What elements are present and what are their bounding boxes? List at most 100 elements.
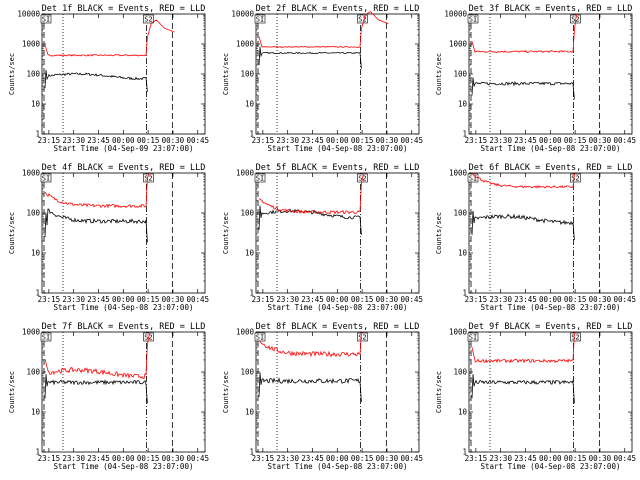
series-black-line [44,69,148,92]
x-tick-label: 23:15 [465,136,488,145]
panel-det-2: Det 2f BLACK = Events, RED = LLD 1 10 100 10… [222,4,423,153]
series-red-line [471,332,577,364]
y-tick-label: 100 [453,70,467,79]
panel-det-9: Det 9f BLACK = Events, RED = LLD 1 10 100 10… [435,322,636,471]
x-tick-label: 00:15 [351,454,374,463]
marker-box [467,332,479,342]
y-axis-label: Counts/sec [435,212,443,254]
series-red-line [44,19,175,57]
x-tick-label: 23:45 [514,136,537,145]
y-axis-label: Counts/sec [435,53,443,95]
panel-det-7: Det 7f BLACK = Events, RED = LLD 1 10 100 10… [8,322,209,471]
x-tick-label: 00:45 [613,136,636,145]
y-tick-label: 100 [26,368,40,377]
series-black-line [471,210,575,241]
y-tick-label: 1 [249,448,254,457]
y-tick-label: 10 [31,408,41,417]
x-tick-label: 00:00 [539,136,562,145]
x-tick-label: 23:45 [514,454,537,463]
y-tick-label: 1000 [236,169,255,178]
series-red-line [44,173,150,209]
panel-title: Det 3f BLACK = Events, RED = LLD [469,4,633,14]
panel-det-5: Det 5f BLACK = Events, RED = LLD 1 10 100 10… [222,163,423,312]
y-tick-label: 10000 [17,10,40,19]
y-tick-label: 10 [31,100,41,109]
y-tick-label: 100 [453,209,467,218]
x-tick-label: 00:30 [162,454,185,463]
x-tick-label: 00:30 [376,136,399,145]
y-tick-label: 100 [453,368,467,377]
x-axis-label: Start Time (04-Sep-08 23:07:00) [481,462,621,471]
series-black-line [44,374,148,404]
x-tick-label: 23:30 [276,295,299,304]
y-tick-label: 1 [35,289,40,298]
series-black-line [44,208,148,243]
x-tick-label: 23:30 [276,136,299,145]
x-tick-label: 23:15 [38,136,61,145]
panel-det-6: Det 6f BLACK = Events, RED = LLD 1 10 100 10… [435,163,636,312]
x-tick-label: 23:30 [62,295,85,304]
y-axis-label: Counts/sec [222,212,230,254]
panel-title: Det 5f BLACK = Events, RED = LLD [256,163,420,173]
series-black-line [258,205,362,235]
x-tick-label: 00:00 [112,136,135,145]
x-tick-label: 00:30 [376,454,399,463]
y-tick-label: 100 [240,70,254,79]
marker-box [467,14,479,24]
x-tick-label: 00:15 [137,295,160,304]
x-tick-label: 00:30 [376,295,399,304]
marker-label: SI [42,334,50,342]
panel-title: Det 7f BLACK = Events, RED = LLD [42,322,206,332]
marker-label: SI [469,16,477,24]
plot-frame [41,331,206,453]
marker-label: SI [469,175,477,183]
panel-title: Det 8f BLACK = Events, RED = LLD [256,322,420,332]
x-tick-label: 23:45 [87,295,110,304]
x-tick-label: 00:45 [186,454,209,463]
series-red-line [471,172,577,189]
plot-frame [255,172,420,294]
series-black-line [471,374,575,404]
y-tick-label: 1 [249,130,254,139]
x-tick-label: 23:15 [252,295,275,304]
x-tick-label: 00:00 [326,454,349,463]
panel-title: Det 1f BLACK = Events, RED = LLD [42,4,206,14]
y-tick-label: 1 [249,289,254,298]
y-tick-label: 1000 [449,40,468,49]
marker-label: SI [42,16,50,24]
x-tick-label: 00:00 [326,136,349,145]
marker-label: SI [42,175,50,183]
x-tick-label: 23:30 [489,295,512,304]
x-tick-label: 23:30 [62,454,85,463]
marker-label: S2 [144,175,152,183]
x-tick-label: 23:45 [301,454,324,463]
plot-frame [255,331,420,453]
y-tick-label: 10 [245,249,255,258]
x-tick-label: 00:15 [564,454,587,463]
x-tick-label: 23:30 [489,454,512,463]
x-tick-label: 00:00 [539,295,562,304]
y-tick-label: 100 [26,209,40,218]
x-axis-label: Start Time (04-Sep-08 23:07:00) [268,303,408,312]
series-red-line [471,14,577,54]
marker-label: SI [256,175,264,183]
marker-label: S2 [358,334,366,342]
x-tick-label: 00:30 [162,136,185,145]
series-red-line [44,332,150,380]
marker-box [254,14,266,24]
y-tick-label: 100 [26,70,40,79]
x-tick-label: 00:45 [186,295,209,304]
x-tick-label: 00:45 [613,454,636,463]
marker-label: S2 [571,175,579,183]
y-tick-label: 10000 [231,10,254,19]
x-tick-label: 00:45 [400,454,423,463]
y-tick-label: 1 [462,130,467,139]
x-tick-label: 23:30 [62,136,85,145]
x-axis-label: Start Time (04-Sep-08 23:07:00) [481,144,621,153]
series-black-line [471,77,575,100]
x-tick-label: 23:45 [87,454,110,463]
x-tick-label: 00:00 [112,454,135,463]
y-axis-label: Counts/sec [8,371,16,413]
y-tick-label: 1000 [449,328,468,337]
series-black-line [258,372,362,402]
